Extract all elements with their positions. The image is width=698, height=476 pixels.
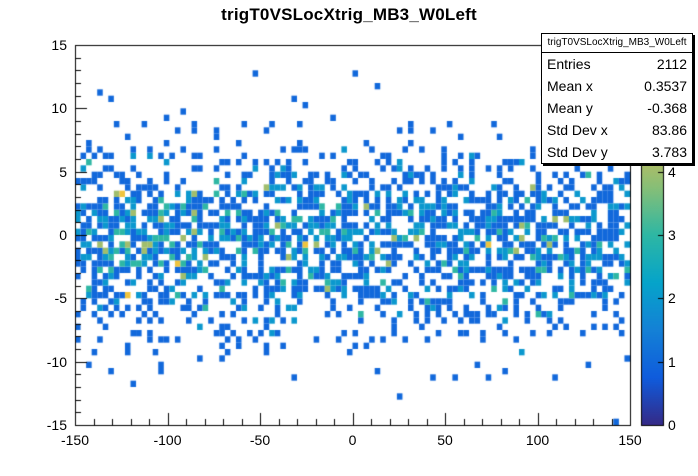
stats-box-title: trigT0VSLocXtrig_MB3_W0Left xyxy=(542,34,692,53)
stat-value: 0.3537 xyxy=(644,78,687,94)
x-axis-tick-label: 50 xyxy=(437,432,453,448)
colorbar-tick-label: 3 xyxy=(668,227,676,243)
x-axis-tick-label: 0 xyxy=(348,432,357,448)
stat-value: 2112 xyxy=(656,56,687,72)
plot-title: trigT0VSLocXtrig_MB3_W0Left xyxy=(221,5,477,24)
y-axis-tick-label: -5 xyxy=(54,290,67,307)
y-axis-tick-label: -15 xyxy=(46,417,67,433)
stat-label: Entries xyxy=(547,56,591,72)
colorbar-tick-label: 1 xyxy=(668,353,676,370)
x-axis-tick-label: 150 xyxy=(618,432,642,448)
stats-row-std-dev-y: Std Dev y 3.783 xyxy=(542,141,692,163)
colorbar-tick-label: 4 xyxy=(668,163,676,180)
y-axis-tick-label: -10 xyxy=(46,353,67,370)
stat-value: 83.86 xyxy=(651,122,687,138)
y-axis-tick-label: 15 xyxy=(51,37,67,53)
y-axis-tick-label: 5 xyxy=(59,163,67,180)
stats-row-mean-x: Mean x 0.3537 xyxy=(542,75,692,97)
stats-row-std-dev-x: Std Dev x 83.86 xyxy=(542,119,692,141)
stat-label: Mean y xyxy=(547,100,593,116)
stats-box: trigT0VSLocXtrig_MB3_W0Left Entries 2112… xyxy=(541,33,693,164)
stats-row-mean-y: Mean y -0.368 xyxy=(542,97,692,119)
stat-label: Std Dev x xyxy=(547,122,608,138)
stat-label: Mean x xyxy=(547,78,593,94)
colorbar-tick-label: 0 xyxy=(668,417,676,433)
stat-label: Std Dev y xyxy=(547,144,608,160)
y-axis-tick-label: 0 xyxy=(59,227,67,243)
x-axis-tick-label: -50 xyxy=(249,432,271,448)
colorbar-tick-label: 2 xyxy=(668,290,676,307)
stat-value: -0.368 xyxy=(647,100,687,116)
x-axis-tick-label: -100 xyxy=(153,432,182,448)
x-axis-tick-label: 100 xyxy=(525,432,550,448)
x-axis-tick-label: -150 xyxy=(60,432,90,448)
stats-row-entries: Entries 2112 xyxy=(542,53,692,75)
y-axis-tick-label: 10 xyxy=(51,100,67,117)
stat-value: 3.783 xyxy=(651,144,687,160)
